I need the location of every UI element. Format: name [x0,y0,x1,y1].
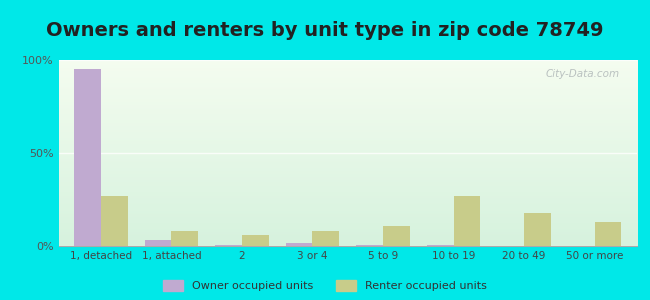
Text: City-Data.com: City-Data.com [545,69,619,79]
Bar [383,226,410,246]
Bar [427,245,454,246]
Bar [595,222,621,246]
Bar [242,235,268,246]
Bar [215,245,242,246]
Bar [172,231,198,246]
Bar [454,196,480,246]
Bar [285,243,313,246]
Text: Owners and renters by unit type in zip code 78749: Owners and renters by unit type in zip c… [46,21,604,40]
Bar [524,212,551,246]
Bar [101,196,127,246]
Bar [144,240,172,246]
Bar [313,231,339,246]
Legend: Owner occupied units, Renter occupied units: Owner occupied units, Renter occupied un… [163,280,487,291]
Bar [74,69,101,246]
Bar [356,245,383,246]
